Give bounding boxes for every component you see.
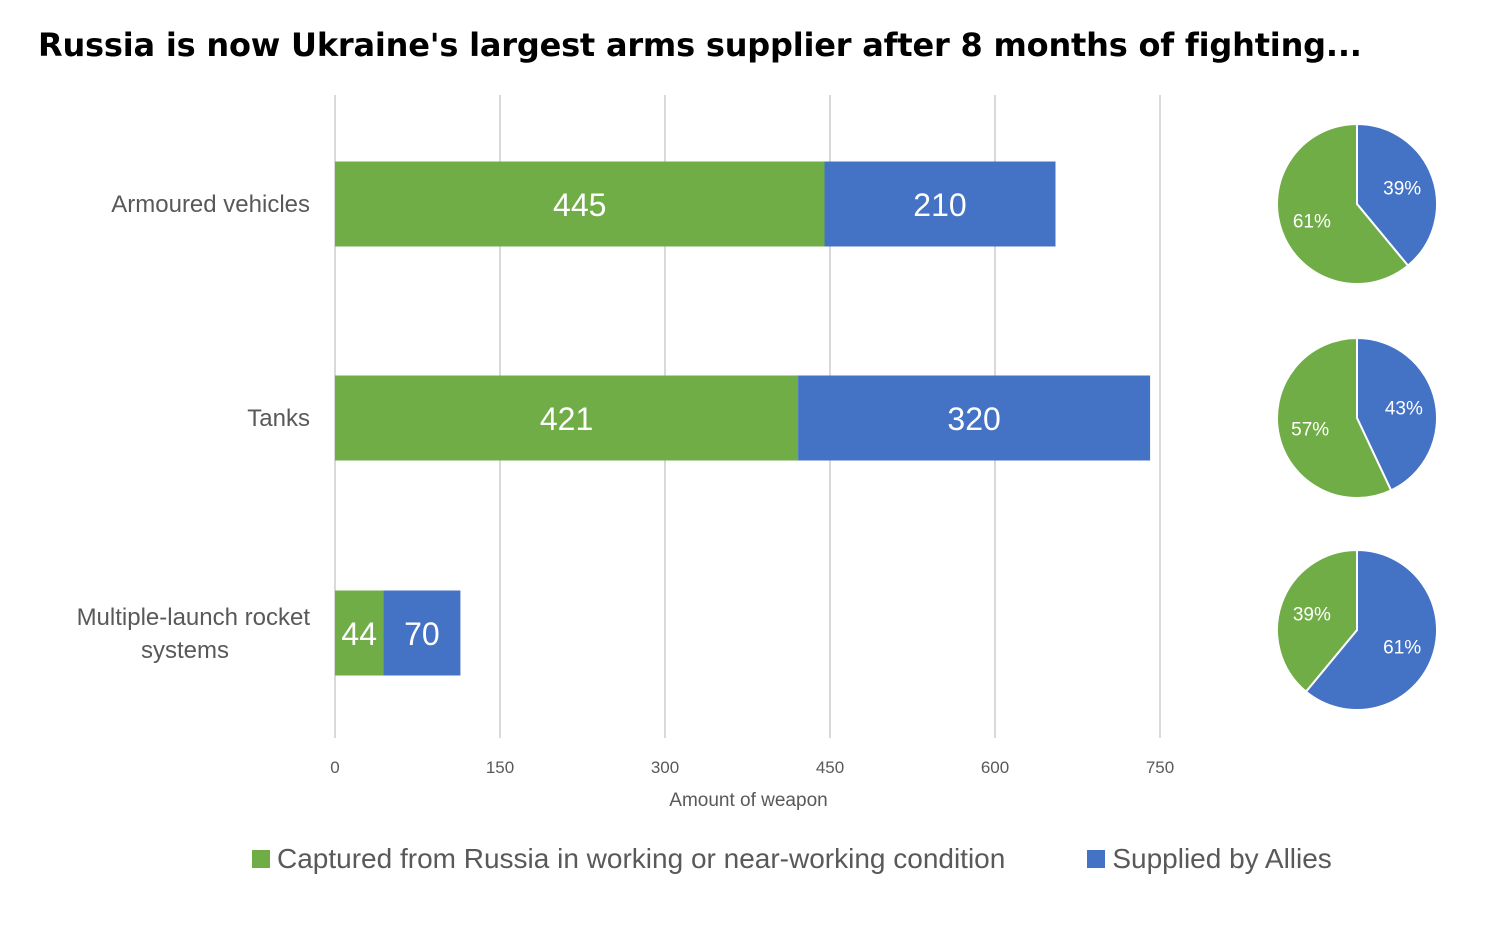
pie-label-armoured-vehicles-captured: 61% (1293, 211, 1331, 232)
bar-label-tanks-supplied: 320 (947, 401, 1000, 437)
x-tick-label-0: 0 (330, 758, 339, 777)
pie-label-multiple-launch-rocket-systems-supplied: 61% (1383, 637, 1421, 658)
bar-label-multiple-launch-rocket-systems-supplied: 70 (404, 616, 440, 652)
bar-label-armoured-vehicles-captured: 445 (553, 187, 606, 223)
pie-slice-armoured-vehicles-captured (1276, 122, 1410, 285)
pie-slice-multiple-launch-rocket-systems-captured (1276, 548, 1358, 694)
legend-label-supplied: Supplied by Allies (1112, 843, 1332, 874)
x-tick-label-600: 600 (981, 758, 1009, 777)
legend-item-captured: Captured from Russia in working or near-… (252, 843, 1005, 875)
legend-label-captured: Captured from Russia in working or near-… (277, 843, 1006, 874)
category-label-armoured-vehicles: Armoured vehicles (111, 191, 310, 218)
x-tick-label-150: 150 (486, 758, 514, 777)
bar-label-multiple-launch-rocket-systems-captured: 44 (341, 616, 377, 652)
x-axis-title: Amount of weapon (669, 790, 827, 811)
bar-multiple-launch-rocket-systems-supplied (383, 590, 461, 676)
category-label-tanks: Tanks (247, 405, 310, 432)
legend-item-supplied: Supplied by Allies (1087, 843, 1332, 875)
pie-label-tanks-captured: 57% (1291, 419, 1329, 440)
pie-slice-armoured-vehicles-supplied (1356, 122, 1438, 268)
legend-swatch-supplied (1087, 850, 1106, 868)
bar-tanks-supplied (798, 375, 1151, 461)
pie-slice-tanks-supplied (1356, 336, 1438, 492)
bar-label-tanks-captured: 421 (540, 401, 593, 437)
bar-label-armoured-vehicles-supplied: 210 (913, 187, 966, 223)
pie-label-multiple-launch-rocket-systems-captured: 39% (1293, 605, 1331, 626)
pie-slice-tanks-captured (1276, 336, 1393, 499)
legend-swatch-captured (252, 850, 270, 868)
pie-label-armoured-vehicles-supplied: 39% (1383, 179, 1421, 200)
bar-armoured-vehicles-supplied (824, 161, 1056, 247)
bar-multiple-launch-rocket-systems-captured (335, 590, 384, 676)
bar-tanks-captured (335, 375, 799, 461)
x-tick-label-300: 300 (651, 758, 679, 777)
bar-armoured-vehicles-captured (335, 161, 825, 247)
chart-title: Russia is now Ukraine's largest arms sup… (38, 26, 1362, 64)
legend: Captured from Russia in working or near-… (252, 842, 1332, 876)
pie-label-tanks-supplied: 43% (1385, 399, 1423, 420)
x-tick-label-750: 750 (1146, 758, 1174, 777)
x-tick-label-450: 450 (816, 758, 844, 777)
pie-slice-multiple-launch-rocket-systems-supplied (1304, 548, 1438, 711)
category-label-multiple-launch-rocket-systems: Multiple-launch rocket systems (77, 604, 311, 664)
